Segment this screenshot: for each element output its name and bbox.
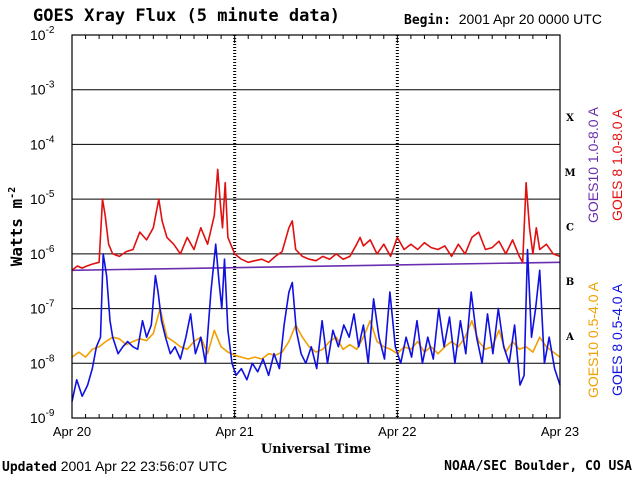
y-tick-label: 10-6 — [30, 244, 55, 262]
begin-label: Begin: — [404, 13, 451, 28]
x-axis-label: Universal Time — [261, 442, 371, 457]
y-tick-label: 10-8 — [30, 353, 55, 371]
legend: GOES10 1.0-8.0 A GOES 8 1.0-8.0 A GOES10 0… — [585, 106, 625, 398]
y-tick-labels: 10-2 10-3 10-4 10-5 10-6 10-7 10-8 10-9 — [30, 25, 55, 426]
x-tick-label: Apr 22 — [378, 424, 416, 439]
legend-entry: GOES10 0.5-4.0 A — [585, 281, 601, 398]
flare-class-label: A — [565, 332, 574, 343]
series-line — [71, 307, 561, 360]
chart-title: GOES Xray Flux (5 minute data) — [33, 6, 341, 26]
series-line — [71, 168, 561, 271]
series-line — [71, 243, 561, 402]
y-tick-label: 10-7 — [30, 299, 55, 317]
x-tick-labels: Apr 20 Apr 21 Apr 22 Apr 23 — [53, 424, 579, 439]
legend-entry: GOES 8 0.5-4.0 A — [609, 283, 625, 396]
series-line — [71, 261, 561, 272]
credit-text: NOAA/SEC Boulder, CO USA — [444, 459, 632, 474]
begin-timestamp: Begin: 2001 Apr 20 0000 UTC — [404, 11, 602, 28]
updated-label: Updated — [2, 460, 57, 475]
y-tick-label: 10-9 — [30, 408, 55, 426]
y-tick-label: 10-3 — [30, 80, 55, 98]
x-tick-label: Apr 20 — [53, 424, 91, 439]
updated-timestamp: Updated 2001 Apr 22 23:56:07 UTC — [2, 458, 227, 475]
y-tick-label: 10-4 — [30, 134, 55, 152]
flare-class-label: C — [566, 223, 574, 234]
flare-class-label: B — [566, 277, 574, 288]
chart-grid — [72, 35, 560, 418]
series-layer — [71, 168, 561, 402]
x-tick-label: Apr 21 — [216, 424, 254, 439]
plot-frame — [71, 34, 561, 419]
x-tick-marks — [71, 35, 561, 418]
y-tick-label: 10-5 — [30, 189, 55, 207]
updated-value: 2001 Apr 22 23:56:07 UTC — [60, 458, 228, 474]
x-tick-label: Apr 23 — [541, 424, 579, 439]
flare-class-label: M — [564, 168, 575, 179]
y-tick-label: 10-2 — [30, 25, 55, 43]
legend-entry: GOES10 1.0-8.0 A — [585, 106, 601, 223]
flare-class-label: X — [566, 113, 574, 124]
begin-value: 2001 Apr 20 0000 UTC — [458, 11, 602, 27]
flare-class-labels: X M C B A — [564, 113, 575, 343]
legend-entry: GOES 8 1.0-8.0 A — [609, 108, 625, 221]
y-axis-label: Watts m-2 — [7, 187, 26, 266]
